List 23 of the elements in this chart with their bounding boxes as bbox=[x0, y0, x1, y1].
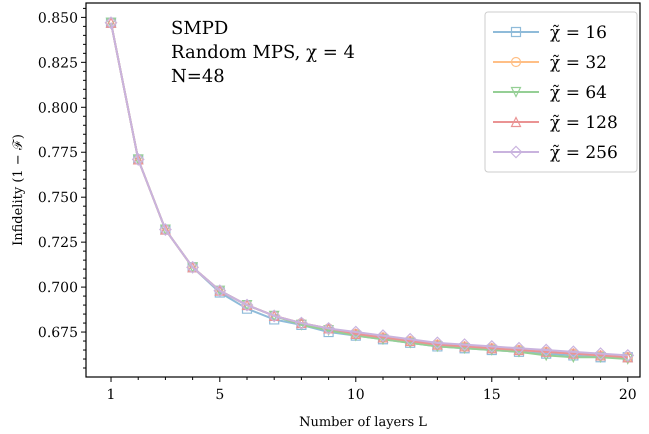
annotation: SMPD bbox=[171, 18, 228, 39]
y-tick-label: 0.700 bbox=[38, 280, 78, 296]
y-tick-label: 0.800 bbox=[38, 100, 78, 116]
annotation: Random MPS, χ = 4 bbox=[171, 42, 355, 63]
x-tick-label: 1 bbox=[106, 387, 116, 403]
x-tick-label: 5 bbox=[215, 387, 224, 403]
y-axis-title: Infidelity (1 − ℱ) bbox=[11, 134, 26, 246]
text: 0.675 bbox=[38, 325, 78, 342]
legend-label: χ̃ = 128 bbox=[550, 113, 618, 133]
legend-label: χ̃ = 256 bbox=[550, 143, 618, 163]
y-tick-label: 0.725 bbox=[38, 235, 78, 252]
legend-label: χ̃ = 32 bbox=[550, 53, 607, 73]
y-tick-label: 0.850 bbox=[38, 10, 78, 26]
x-tick-label: 15 bbox=[482, 387, 501, 403]
legend-label: χ̃ = 16 bbox=[550, 23, 607, 43]
y-tick-label: 0.825 bbox=[38, 55, 78, 72]
x-tick-label: 10 bbox=[346, 387, 365, 403]
x-tick-label: 20 bbox=[618, 387, 637, 403]
annotation: N=48 bbox=[171, 66, 225, 87]
legend-label: χ̃ = 64 bbox=[550, 83, 607, 103]
y-tick-label: 0.775 bbox=[38, 145, 78, 162]
x-axis-title: Number of layers L bbox=[299, 415, 428, 430]
y-tick-label: 0.750 bbox=[38, 190, 78, 206]
